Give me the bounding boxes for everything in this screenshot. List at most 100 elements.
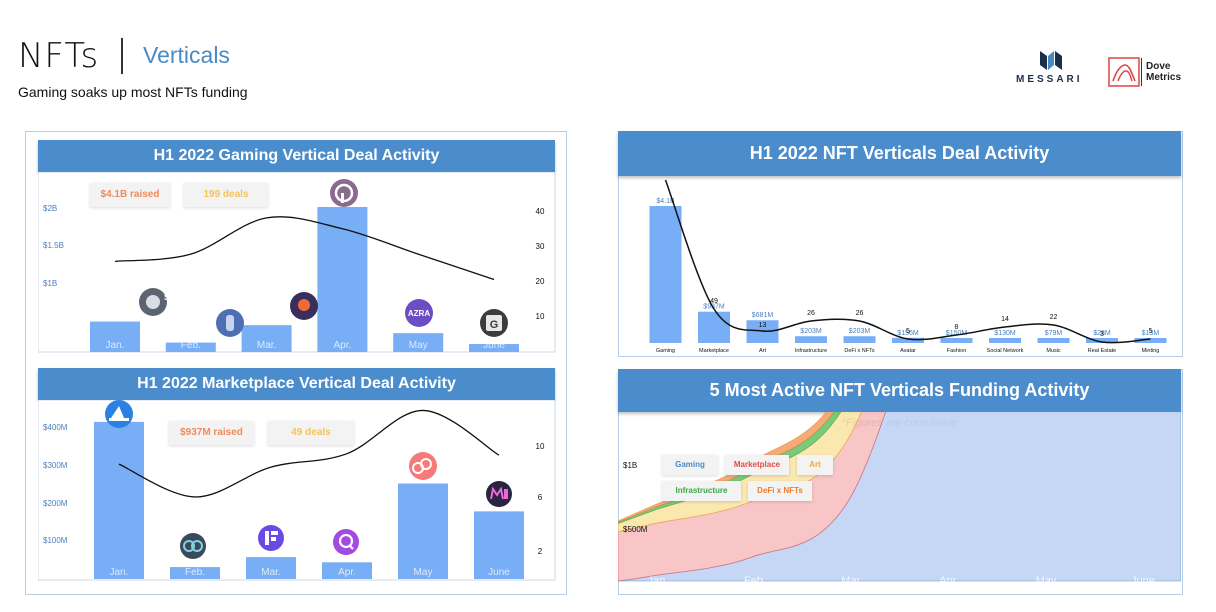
verticals-deal-label: 14 [1001,316,1009,323]
m-category-label: Mar. [261,567,280,578]
verticals-deal-label: 5 [1149,328,1153,335]
g-y2-tick-label: 40 [536,207,545,216]
g-y-tick-label: $1.5B [43,241,64,250]
g-y-tick-label: $1B [43,279,57,288]
m-y2-tick-label: 6 [538,493,543,502]
verticals-bar-7 [989,338,1021,343]
verticals-value-label: $681M [752,312,774,319]
verticals-chart-title: H1 2022 NFT Verticals Deal Activity [618,131,1181,176]
verticals-value-label: $28M [1093,330,1111,337]
magic-eden-logo-icon [486,481,512,507]
verticals-deal-label: 49 [710,298,718,305]
verticals-value-label: $156M [897,330,919,337]
verticals-deal-label: 13 [759,322,767,329]
m-y-tick-label: $400M [43,423,68,432]
verticals-category-label: DeFi x NFTs [844,348,875,354]
verticals-category-label: Gaming [656,348,675,354]
verticals-value-label: $150M [946,330,968,337]
verticals-category-label: Fashion [947,348,967,354]
marketplace-apr-logo-icon [333,529,359,555]
verticals-deal-label: 26 [856,310,864,317]
g-category-label: Mar. [257,340,276,351]
active-category-label: Jan. [648,575,669,587]
verticals-bar-8 [1037,338,1070,343]
marketplace-feb-logo-icon [180,533,206,559]
verticals-deal-label: 8 [955,324,959,331]
verticals-deal-label: 26 [807,310,815,317]
g-bar-0 [90,321,140,352]
active-y-tick-label: $1B [623,461,637,470]
verticals-category-label: Music [1046,348,1061,354]
g-bar-3 [317,207,368,352]
verticals-bar-0 [649,206,682,343]
active-chart-title: 5 Most Active NFT Verticals Funding Acti… [618,369,1181,412]
active-chart: $1B $500M Jan. Feb. Mar. Apr. May June [618,412,1181,587]
verticals-bar-10 [1134,338,1167,343]
dove-logo-divider [1141,58,1142,86]
svg-text:G: G [490,319,499,331]
marketplace-chart-title: H1 2022 Marketplace Vertical Deal Activi… [38,368,555,400]
m-bar-3 [322,562,372,579]
messari-logo-icon [1040,51,1062,70]
gaming-mar-project-logo-icon [290,292,318,320]
g-y2-tick-label: 10 [536,312,545,321]
m-bar-1 [170,567,220,579]
verticals-category-label: Avatar [900,348,916,354]
g-y-tick-label: $2B [43,204,57,213]
marketplace-deals-chip: 49 deals [268,421,354,445]
m-bar-4 [398,483,448,579]
gaming-deals-chip: 199 deals [184,183,268,207]
verticals-value-label: $13M [1142,330,1160,337]
marketplace-raised-chip: $937M raised [169,421,254,445]
title-divider [121,38,123,74]
page-title: NFTs [18,36,100,76]
verticals-deal-label: 22 [1050,314,1058,321]
verticals-bar-5 [892,337,924,343]
active-category-label: May [1036,575,1057,587]
active-y-tick-label: $500M [623,525,648,534]
m-category-label: Jan. [110,567,129,578]
marketplace-mar-logo-icon [258,525,284,551]
m-bar-0 [94,421,144,579]
m-bar-5 [474,511,524,579]
verticals-bar-9 [1086,338,1118,343]
page-subtitle: Verticals [143,42,230,68]
active-legend-item-0: Gaming [662,455,718,475]
gaming-june-project-logo-icon: G [480,309,508,337]
g-category-label: Jan. [106,340,125,351]
svg-text:AZRA: AZRA [408,309,430,318]
m-category-label: Apr. [338,567,356,578]
g-category-label: Apr. [334,340,352,351]
dove-metrics-logo-text: Dove Metrics [1146,61,1182,83]
verticals-deals-line [664,179,1151,344]
m-category-label: May [414,567,433,578]
m-y2-tick-label: 2 [538,547,543,556]
gaming-raised-chip: $4.1B raised [90,183,170,207]
active-category-label: June [1131,575,1155,587]
g-category-label: Feb. [181,340,201,351]
svg-text:S: S [164,293,170,302]
active-legend-item-1: Marketplace [725,455,789,475]
verticals-category-label: Minting [1142,348,1160,354]
active-category-label: Apr. [939,575,959,587]
verticals-value-label: $4.1B [656,198,675,205]
marketplace-may-logo-icon [409,452,437,480]
g-bar-1 [165,342,216,352]
active-legend-item-2: Art [797,455,833,475]
verticals-bar-6 [940,337,973,343]
marketplace-deals-line [118,409,500,498]
messari-logo-text: MESSARI [1016,74,1083,85]
opensea-logo-icon [105,400,133,428]
g-bar-5 [469,344,519,352]
gaming-chart-title: H1 2022 Gaming Vertical Deal Activity [38,140,555,172]
verticals-value-label: $130M [994,330,1016,337]
gaming-apr-project-logo-icon [330,179,358,207]
m-y-tick-label: $200M [43,499,68,508]
gaming-feb-project-logo-icon [216,309,244,337]
verticals-deal-label: 3 [1100,331,1104,338]
m-category-label: June [488,567,510,578]
dove-metrics-logo-icon [1108,57,1140,87]
page-tagline: Gaming soaks up most NFTs funding [18,84,248,100]
verticals-bar-1 [698,311,730,343]
g-bar-4 [393,333,444,352]
